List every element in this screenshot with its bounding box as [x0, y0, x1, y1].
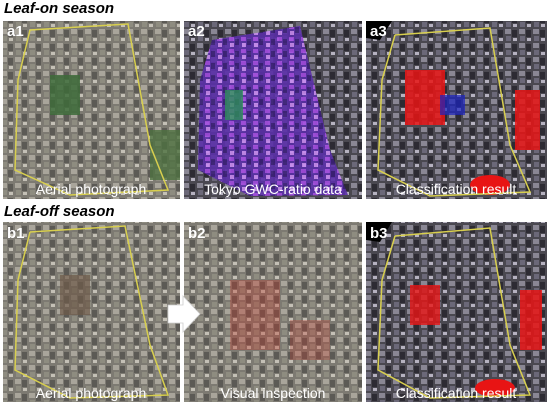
panel: [3, 21, 180, 199]
panel-id: b2: [188, 225, 206, 242]
panel-id: b3: [370, 225, 388, 242]
panel-caption: Classification result: [396, 385, 517, 401]
arrow: [167, 294, 201, 334]
panel-caption: Visual inspection: [221, 385, 326, 401]
panel: [366, 222, 547, 402]
section-title: Leaf-off season: [4, 203, 115, 220]
panel: [366, 21, 547, 199]
panel: [184, 21, 362, 199]
panel-caption: Aerial photograph: [36, 385, 147, 401]
panel-caption: Aerial photograph: [36, 181, 147, 197]
panel: [184, 222, 362, 402]
panel: [3, 222, 180, 402]
panel-id: a3: [370, 23, 387, 40]
panel-id: b1: [7, 225, 25, 242]
panel-caption: Tokyo GWC-ratio data: [204, 181, 342, 197]
panel-caption: Classification result: [396, 181, 517, 197]
panel-id: a2: [188, 23, 205, 40]
panel-id: a1: [7, 23, 24, 40]
section-title: Leaf-on season: [4, 0, 114, 17]
